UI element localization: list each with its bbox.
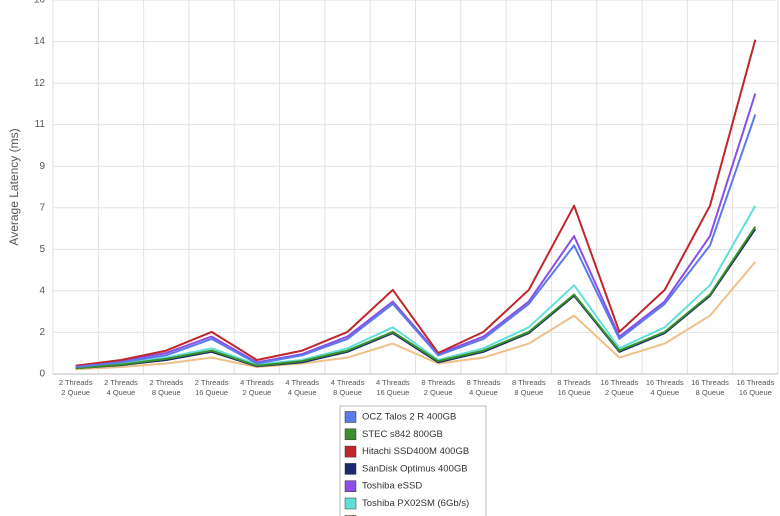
legend-label: Toshiba eSSD bbox=[362, 481, 422, 492]
x-tick-label: 16 Threads bbox=[601, 378, 639, 387]
x-tick-label: 4 Queue bbox=[107, 388, 136, 397]
x-tick-label: 2 Queue bbox=[61, 388, 90, 397]
legend-swatch bbox=[344, 497, 357, 510]
x-tick-label: 16 Queue bbox=[195, 388, 228, 397]
legend-swatch bbox=[344, 463, 357, 475]
x-tick-label: 16 Queue bbox=[558, 388, 591, 397]
legend-label: Hitachi SSD400M 400GB bbox=[362, 446, 469, 457]
x-tick-label: 8 Threads bbox=[421, 378, 455, 387]
x-tick-label: 4 Threads bbox=[376, 378, 410, 387]
series-line bbox=[75, 205, 757, 368]
x-tick-label: 4 Queue bbox=[288, 388, 317, 397]
x-tick-label: 4 Queue bbox=[650, 388, 679, 397]
x-tick-label: 2 Queue bbox=[605, 388, 634, 397]
series-line bbox=[75, 93, 757, 367]
x-tick-label: 8 Queue bbox=[696, 388, 725, 397]
y-tick-label: 5 bbox=[39, 244, 45, 255]
x-tick-label: 8 Threads bbox=[467, 378, 501, 387]
x-tick-label: 2 Threads bbox=[149, 378, 183, 387]
legend-swatch bbox=[344, 411, 357, 423]
x-tick-label: 2 Threads bbox=[104, 378, 138, 387]
x-tick-label: 8 Queue bbox=[152, 388, 181, 397]
legend-label: Toshiba PX02SM (6Gb/s) bbox=[362, 498, 469, 509]
y-tick-label: 12 bbox=[34, 78, 46, 89]
legend-swatch bbox=[344, 480, 357, 492]
x-tick-label: 16 Queue bbox=[739, 388, 772, 397]
series-line bbox=[75, 228, 757, 370]
legend-box bbox=[339, 405, 487, 516]
series-line bbox=[75, 226, 757, 370]
y-tick-label: 16 bbox=[34, 0, 46, 6]
x-tick-label: 2 Threads bbox=[195, 378, 229, 387]
y-tick-label: 7 bbox=[39, 202, 45, 213]
legend-label: SanDisk Optimus 400GB bbox=[362, 463, 468, 474]
x-tick-label: 4 Threads bbox=[285, 378, 319, 387]
x-tick-label: 2 Queue bbox=[243, 388, 272, 397]
x-tick-label: 8 Threads bbox=[512, 378, 546, 387]
x-tick-label: 2 Threads bbox=[59, 378, 93, 387]
x-tick-label: 8 Queue bbox=[514, 388, 543, 397]
y-tick-label: 2 bbox=[39, 327, 45, 338]
y-tick-label: 9 bbox=[39, 161, 45, 172]
x-tick-label: 8 Threads bbox=[557, 378, 591, 387]
y-tick-label: 11 bbox=[35, 119, 46, 130]
legend-swatch bbox=[344, 428, 357, 441]
y-tick-label: 0 bbox=[39, 369, 45, 380]
y-axis-label: Average Latency (ms) bbox=[7, 128, 21, 245]
legend-label: STEC s842 800GB bbox=[362, 429, 443, 440]
x-tick-label: 16 Queue bbox=[376, 388, 409, 397]
x-tick-label: 4 Threads bbox=[331, 378, 365, 387]
y-tick-label: 4 bbox=[39, 285, 45, 296]
y-tick-label: 14 bbox=[34, 36, 46, 47]
x-tick-label: 2 Queue bbox=[424, 388, 453, 397]
series-line bbox=[75, 114, 757, 368]
series-line bbox=[75, 261, 757, 371]
x-tick-label: 4 Threads bbox=[240, 378, 274, 387]
legend-swatch bbox=[344, 445, 357, 458]
x-tick-label: 4 Queue bbox=[469, 388, 498, 397]
x-tick-label: 16 Threads bbox=[691, 378, 729, 387]
x-tick-label: 8 Queue bbox=[333, 388, 362, 397]
legend-label: OCZ Talos 2 R 400GB bbox=[362, 412, 456, 423]
x-tick-label: 16 Threads bbox=[646, 378, 684, 387]
series-line bbox=[75, 39, 757, 367]
x-tick-label: 16 Threads bbox=[736, 378, 774, 387]
